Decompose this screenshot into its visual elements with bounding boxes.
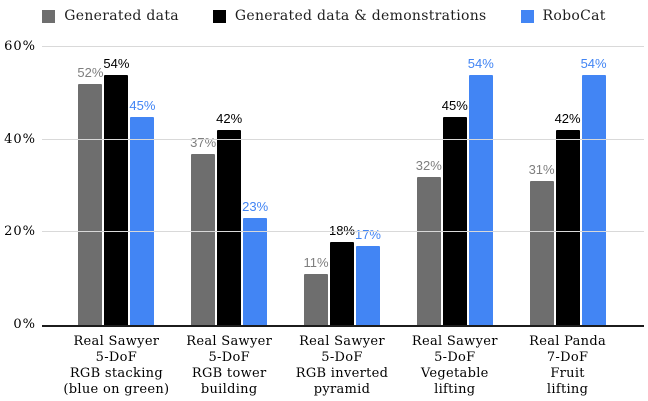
category-label-line: lifting — [546, 382, 589, 397]
bar-robocat-5: 54% — [581, 56, 607, 325]
bar-generated-data-demonstrations-2: 42% — [216, 112, 242, 325]
bar-robocat-1: 45% — [129, 98, 155, 325]
value-label: 17% — [354, 227, 381, 243]
bar-generated-data-demonstrations-1: 54% — [103, 56, 129, 325]
category-label-line: Fruit — [550, 366, 585, 381]
value-label: 45% — [129, 97, 156, 113]
y-tick-label-20: 20% — [4, 224, 36, 240]
bar-group-rgb-stacking-blue-on-green: 52% 54% 45% — [60, 47, 173, 325]
y-tick-label-0: 0% — [13, 317, 36, 332]
category-label-1: Real Sawyer 5-DoF RGB stacking (blue on gre… — [60, 334, 173, 398]
value-label: 42% — [216, 111, 243, 127]
legend-label: Generated data & demonstrations — [234, 8, 487, 24]
value-label: 54% — [467, 55, 494, 71]
category-labels-row: Real Sawyer 5-DoF RGB stacking (blue on gre… — [42, 334, 644, 398]
x-axis-baseline — [42, 325, 644, 327]
value-label: 11% — [303, 255, 329, 271]
category-label-line: Real Sawyer — [411, 334, 498, 349]
value-label: 37% — [190, 134, 217, 150]
category-label-line: RGB tower — [191, 366, 267, 381]
value-label: 18% — [328, 222, 355, 238]
value-label: 54% — [103, 55, 130, 71]
legend-item-generated-data-demonstrations: Generated data & demonstrations — [212, 8, 487, 24]
category-label-line: Vegetable — [420, 366, 489, 381]
gridline-40 — [42, 138, 644, 140]
value-label: 54% — [580, 55, 607, 71]
value-label: 32% — [415, 157, 442, 173]
value-label: 45% — [441, 97, 468, 113]
bar-group-rgb-inverted-pyramid: 11% 18% 17% — [286, 47, 399, 325]
category-label-line: pyramid — [313, 382, 371, 397]
legend-swatch-icon — [212, 9, 226, 23]
category-label-2: Real Sawyer 5-DoF RGB tower building — [173, 334, 286, 398]
bar-group-fruit-lifting: 31% 42% 54% — [511, 47, 624, 325]
legend-label: Generated data — [64, 8, 179, 24]
value-label: 52% — [77, 65, 104, 81]
bar-robocat-3: 17% — [355, 228, 381, 325]
bar-generated-data-2: 37% — [190, 135, 216, 325]
category-label-line: RGB stacking — [69, 366, 163, 381]
gridline-60 — [42, 46, 644, 47]
bar-group-vegetable-lifting: 32% 45% 54% — [398, 47, 511, 325]
plot-area: 52% 54% 45% 37% 42% 23% 11% 18% 17% 32% 45% 54% 31% 4… — [42, 46, 644, 327]
category-label-line: Real Sawyer — [73, 334, 160, 349]
legend-label: RoboCat — [542, 8, 606, 24]
bar-generated-data-1: 52% — [77, 66, 103, 325]
legend-swatch-icon — [42, 9, 56, 23]
category-label-5: Real Panda 7-DoF Fruit lifting — [511, 334, 624, 398]
category-label-line: 5-DoF — [208, 350, 250, 365]
bar-generated-data-4: 32% — [416, 158, 442, 325]
bar-groups: 52% 54% 45% 37% 42% 23% 11% 18% 17% 32% 45% 54% 31% 4… — [42, 47, 644, 325]
category-label-4: Real Sawyer 5-DoF Vegetable lifting — [398, 334, 511, 398]
legend-item-generated-data: Generated data — [42, 8, 179, 24]
category-label-line: Real Panda — [529, 334, 607, 349]
category-label-line: 5-DoF — [95, 350, 138, 365]
category-label-line: lifting — [434, 382, 476, 397]
value-label: 31% — [528, 162, 555, 178]
category-label-line: RGB inverted — [295, 366, 389, 381]
legend-swatch-icon — [520, 9, 534, 23]
category-label-line: Real Sawyer — [299, 334, 385, 349]
bar-generated-data-demonstrations-4: 45% — [442, 98, 468, 325]
bar-generated-data-demonstrations-3: 18% — [329, 223, 355, 325]
value-label: 23% — [242, 199, 269, 215]
category-label-line: 5-DoF — [321, 350, 363, 365]
category-label-line: (blue on green) — [63, 382, 170, 397]
bar-robocat-4: 54% — [468, 56, 494, 325]
bar-generated-data-demonstrations-5: 42% — [555, 112, 581, 325]
gridline-20 — [42, 231, 644, 233]
bar-group-rgb-tower-building: 37% 42% 23% — [173, 47, 286, 325]
category-label-line: building — [200, 382, 258, 397]
value-label: 42% — [554, 111, 581, 127]
chart-legend: Generated data Generated data & demonstra… — [0, 8, 648, 24]
bar-robocat-2: 23% — [242, 200, 268, 325]
bar-generated-data-3: 11% — [303, 256, 329, 325]
y-tick-label-60: 60% — [4, 39, 36, 54]
category-label-line: Real Sawyer — [186, 334, 273, 349]
bar-generated-data-5: 31% — [529, 163, 555, 325]
category-label-line: 7-DoF — [546, 350, 589, 365]
category-label-3: Real Sawyer 5-DoF RGB inverted pyramid — [286, 334, 399, 398]
y-tick-label-40: 40% — [4, 131, 36, 147]
category-label-line: 5-DoF — [434, 350, 476, 365]
legend-item-robocat: RoboCat — [520, 8, 606, 24]
